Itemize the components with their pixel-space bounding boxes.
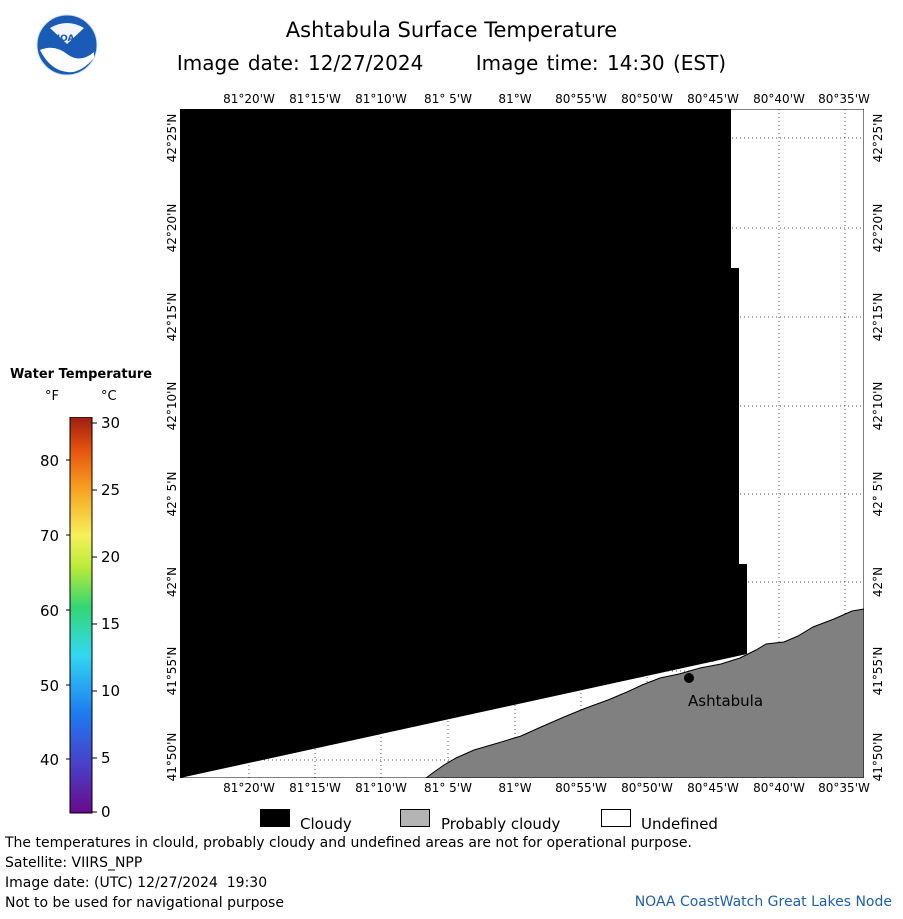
lat-tick-left: 42°N xyxy=(165,566,179,598)
probably-cloudy-label: Probably cloudy xyxy=(441,815,561,833)
lon-tick-top: 81°10'W xyxy=(355,92,407,106)
lon-tick-top: 81°15'W xyxy=(289,92,341,106)
lon-tick-top: 80°40'W xyxy=(753,92,805,106)
legend-title: Water Temperature xyxy=(10,367,153,382)
lat-tick-right: 42°15'N xyxy=(871,292,885,342)
lon-tick-bottom: 80°40'W xyxy=(753,781,805,795)
legend-c-label: 10 xyxy=(101,682,121,700)
lat-tick-right: 42°20'N xyxy=(871,203,885,253)
temperature-map[interactable]: Ashtabula xyxy=(180,109,864,778)
lat-tick-right: 41°55'N xyxy=(871,646,885,696)
lat-tick-left: 42°25'N xyxy=(165,113,179,163)
lon-tick-top: 80°55'W xyxy=(555,92,607,106)
legend-f-label: 40 xyxy=(40,751,60,769)
undefined-swatch xyxy=(601,809,631,827)
lon-tick-top: 80°45'W xyxy=(687,92,739,106)
lon-tick-top: 81°W xyxy=(498,92,532,106)
legend-unit-c: °C xyxy=(101,389,117,404)
lat-tick-right: 42°10'N xyxy=(871,381,885,431)
cloudy-area xyxy=(180,109,747,778)
legend-f-label: 50 xyxy=(40,677,60,695)
lon-tick-bottom: 80°55'W xyxy=(555,781,607,795)
lat-tick-left: 42° 5'N xyxy=(165,471,179,517)
legend-c-label: 0 xyxy=(101,803,111,821)
lat-tick-left: 42°20'N xyxy=(165,203,179,253)
legend-f-label: 60 xyxy=(40,602,60,620)
satellite-note: Satellite: VIIRS_NPP xyxy=(5,855,143,871)
lon-tick-bottom: 81° 5'W xyxy=(424,781,472,795)
legend-f-label: 70 xyxy=(40,527,60,545)
lat-tick-left: 42°15'N xyxy=(165,292,179,342)
image-date: Image date: 12/27/2024 xyxy=(176,51,424,75)
legend-unit-f: °F xyxy=(45,389,59,404)
lat-tick-left: 41°55'N xyxy=(165,646,179,696)
lat-tick-right: 42°25'N xyxy=(871,113,885,163)
lon-tick-top: 81° 5'W xyxy=(424,92,472,106)
navigation-note: Not to be used for navigational purpose xyxy=(5,895,284,911)
utc-date-note: Image date: (UTC) 12/27/2024 19:30 xyxy=(5,875,268,891)
ashtabula-marker xyxy=(684,673,694,683)
cloudy-swatch xyxy=(260,809,290,827)
lon-tick-top: 81°20'W xyxy=(223,92,275,106)
lon-tick-bottom: 81°10'W xyxy=(355,781,407,795)
lat-tick-right: 42°N xyxy=(871,566,885,598)
page-title: Ashtabula Surface Temperature xyxy=(285,18,618,42)
lon-tick-bottom: 80°45'W xyxy=(687,781,739,795)
warning-note: The temperatures in clould, probably clo… xyxy=(5,835,692,851)
undefined-label: Undefined xyxy=(641,815,718,833)
city-label: Ashtabula xyxy=(688,692,763,710)
lon-tick-top: 80°50'W xyxy=(621,92,673,106)
lon-tick-bottom: 81°W xyxy=(498,781,532,795)
image-time: Image time: 14:30 (EST) xyxy=(475,51,727,75)
probably-cloudy-swatch xyxy=(400,809,430,827)
lon-tick-top: 80°35'W xyxy=(818,92,870,106)
lon-tick-bottom: 81°20'W xyxy=(223,781,275,795)
image-date-time: Image date: 12/27/2024 Image time: 14:30… xyxy=(0,51,903,75)
legend-c-label: 30 xyxy=(101,414,121,432)
cloudy-label: Cloudy xyxy=(300,815,352,833)
lon-tick-bottom: 80°35'W xyxy=(818,781,870,795)
lat-tick-right: 42° 5'N xyxy=(871,471,885,517)
land-area xyxy=(425,608,864,778)
lon-tick-bottom: 80°50'W xyxy=(621,781,673,795)
color-scale-bar xyxy=(66,417,97,814)
lat-tick-right: 41°50'N xyxy=(871,732,885,782)
legend-c-label: 15 xyxy=(101,615,121,633)
legend-c-label: 20 xyxy=(101,548,121,566)
legend-c-label: 25 xyxy=(101,481,121,499)
lon-tick-bottom: 81°15'W xyxy=(289,781,341,795)
credit-link[interactable]: NOAA CoastWatch Great Lakes Node xyxy=(634,894,892,910)
legend-f-label: 80 xyxy=(40,452,60,470)
lat-tick-left: 42°10'N xyxy=(165,381,179,431)
legend-c-label: 5 xyxy=(101,749,111,767)
noaa-logo: NOAA xyxy=(36,14,98,76)
noaa-logo-text: NOAA xyxy=(53,34,82,44)
lat-tick-left: 41°50'N xyxy=(165,732,179,782)
